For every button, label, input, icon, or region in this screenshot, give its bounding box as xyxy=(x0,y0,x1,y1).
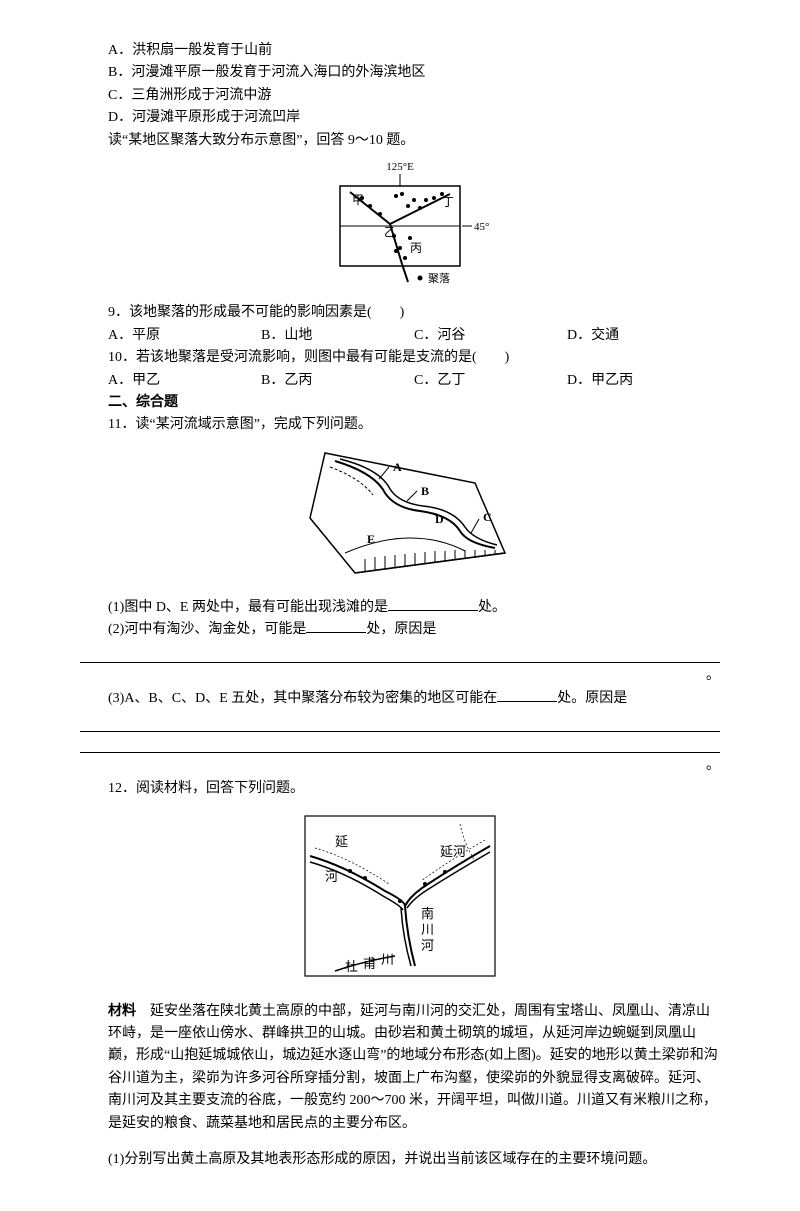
label-jia: 甲 xyxy=(352,193,364,207)
fig3-nanhe: 河 xyxy=(421,938,434,953)
label-125e: 125°E xyxy=(386,161,414,173)
blank-1 xyxy=(388,597,478,611)
q9-c: C．河谷 xyxy=(414,325,567,347)
choice-b: B．河漫滩平原一般发育于河流入海口的外海滨地区 xyxy=(80,62,720,84)
fig3-fu: 甫 xyxy=(363,956,376,971)
fig2-b: B xyxy=(421,484,429,498)
fig3-nan: 南 xyxy=(421,906,434,921)
period-1: 。 xyxy=(80,665,720,687)
fig3-yanhe: 延河 xyxy=(440,844,466,859)
q9-b: B．山地 xyxy=(261,325,414,347)
figure-2: A B C D E xyxy=(80,443,720,591)
q11-sub2: (2)河中有淘沙、淘金处，可能是 处，原因是 xyxy=(80,619,720,641)
q10-options: A．甲乙 B．乙丙 C．乙丁 D．甲乙丙 xyxy=(80,370,720,392)
choice-c: C．三角洲形成于河流中游 xyxy=(80,85,720,107)
q12-stem: 12．阅读材料，回答下列问题。 xyxy=(80,778,720,800)
fig2-d: D xyxy=(435,512,444,526)
period-2: 。 xyxy=(80,755,720,777)
q11-sub1: (1)图中 D、E 两处中，最有可能出现浅滩的是 处。 xyxy=(80,597,720,619)
q10-c: C．乙丁 xyxy=(414,370,567,392)
q10-d: D．甲乙丙 xyxy=(567,370,720,392)
choice-d: D．河漫滩平原形成于河流凹岸 xyxy=(80,107,720,129)
fig3-chuan: 川 xyxy=(421,922,434,937)
q9-stem: 9．该地聚落的形成最不可能的影响因素是( ) xyxy=(80,302,720,324)
blank-line-2 xyxy=(80,712,720,732)
q12-sub1: (1)分别写出黄土高原及其地表形态形成的原因，并说出当前该区域存在的主要环境问题… xyxy=(80,1149,720,1171)
q11-sub3-a: (3)A、B、C、D、E 五处，其中聚落分布较为密集的地区可能在 xyxy=(108,691,497,706)
q11-sub3-b: 处。原因是 xyxy=(557,691,627,706)
blank-line-3 xyxy=(80,734,720,754)
figure-1: 125°E 45°N 甲 乙 丙 丁 聚落 xyxy=(80,158,720,296)
blank-3 xyxy=(497,688,557,702)
figure-3: 延 河 延河 南 川 河 杜 甫 川 xyxy=(80,806,720,994)
choice-a: A．洪积扇一般发育于山前 xyxy=(80,40,720,62)
q9-options: A．平原 B．山地 C．河谷 D．交通 xyxy=(80,325,720,347)
fig2-e: E xyxy=(367,532,375,546)
q11-sub1-b: 处。 xyxy=(478,600,506,615)
label-juluo: 聚落 xyxy=(428,272,450,285)
q11-sub2-a: (2)河中有淘沙、淘金处，可能是 xyxy=(108,622,306,637)
intro-9-10: 读“某地区聚落大致分布示意图”，回答 9～10 题。 xyxy=(80,130,720,152)
material-text: 延安坐落在陕北黄土高原的中部，延河与南川河的交汇处，周围有宝塔山、凤凰山、清凉山… xyxy=(108,1004,718,1131)
blank-2 xyxy=(306,619,366,633)
fig3-du: 杜 xyxy=(345,959,358,974)
blank-line-1 xyxy=(80,644,720,664)
q9-d: D．交通 xyxy=(567,325,720,347)
fig2-c: C xyxy=(483,510,492,524)
material: 材料 延安坐落在陕北黄土高原的中部，延河与南川河的交汇处，周围有宝塔山、凤凰山、… xyxy=(80,1001,720,1135)
q10-a: A．甲乙 xyxy=(108,370,261,392)
q11-sub3: (3)A、B、C、D、E 五处，其中聚落分布较为密集的地区可能在 处。原因是 xyxy=(80,688,720,710)
q9-a: A．平原 xyxy=(108,325,261,347)
fig3-yan: 延 xyxy=(335,834,348,849)
fig2-a: A xyxy=(393,460,402,474)
fig3-chuan2: 川 xyxy=(381,952,394,967)
q10-b: B．乙丙 xyxy=(261,370,414,392)
q11-sub1-a: (1)图中 D、E 两处中，最有可能出现浅滩的是 xyxy=(108,600,388,615)
fig3-he: 河 xyxy=(325,869,338,884)
label-ding: 丁 xyxy=(442,195,454,209)
label-45n: 45°N xyxy=(474,221,490,233)
label-yi: 乙 xyxy=(384,225,396,239)
label-bing: 丙 xyxy=(410,241,422,255)
material-label: 材料 xyxy=(108,1004,136,1019)
q10-stem: 10．若该地聚落是受河流影响，则图中最有可能是支流的是( ) xyxy=(80,347,720,369)
q11-sub2-b: 处，原因是 xyxy=(366,622,436,637)
q11-stem: 11．读“某河流域示意图”，完成下列问题。 xyxy=(80,414,720,436)
section-2-title: 二、综合题 xyxy=(80,392,720,414)
